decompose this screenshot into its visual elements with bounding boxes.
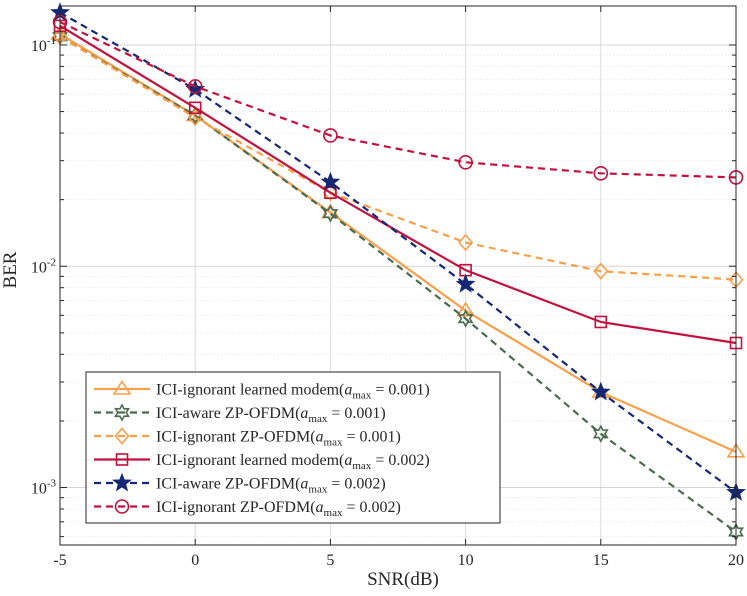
legend-label: ICI-ignorant ZP-OFDM(amax = 0.001): [156, 429, 401, 449]
marker-circle: [323, 128, 338, 143]
marker-square: [115, 453, 129, 466]
legend-entry-6: ICI-ignorant ZP-OFDM(amax = 0.002): [94, 499, 401, 519]
plot-frame: [59, 5, 737, 546]
x-tick-label: 15: [593, 552, 609, 569]
series-line: [59, 24, 737, 345]
legend-label: ICI-ignorant learned modem(amax = 0.002): [156, 452, 430, 472]
marker-triangle: [456, 301, 476, 317]
marker-star: [112, 472, 132, 492]
legend: ICI-ignorant learned modem(amax = 0.001)…: [85, 371, 501, 524]
marker-star: [320, 171, 341, 191]
legend-entry-2: ICI-aware ZP-OFDM(amax = 0.001): [94, 403, 386, 425]
x-tick-label: -5: [53, 552, 66, 569]
marker-diamond: [187, 108, 203, 127]
marker-diamond: [114, 427, 130, 445]
legend-label: ICI-aware ZP-OFDM(amax = 0.001): [156, 405, 386, 425]
marker-circle: [458, 154, 473, 170]
legend-label: ICI-ignorant ZP-OFDM(amax = 0.002): [156, 499, 401, 519]
marker-diamond: [593, 262, 609, 280]
x-tick-label: 20: [728, 552, 744, 569]
legend-entry-1: ICI-ignorant learned modem(amax = 0.001): [94, 380, 430, 402]
legend-label: ICI-aware ZP-OFDM(amax = 0.002): [156, 476, 386, 496]
legend-box: [85, 371, 501, 524]
legend-entry-4: ICI-ignorant learned modem(amax = 0.002): [94, 452, 430, 472]
y-tick-label: 10-3: [31, 478, 57, 498]
y-axis-label: BER: [0, 251, 21, 288]
marker-square: [324, 186, 337, 199]
marker-diamond: [458, 233, 474, 252]
axes: [59, 5, 737, 546]
series-line: [59, 11, 737, 494]
series-line: [59, 21, 737, 179]
marker-hexagram: [114, 403, 130, 422]
x-tick-label: 0: [191, 552, 199, 569]
y-tick-label: 10-1: [31, 35, 56, 55]
marker-hexagram: [592, 424, 609, 443]
x-tick-label: 5: [326, 552, 334, 569]
marker-square: [594, 315, 608, 329]
tick-labels: -5 0 5 10 15 20 10-1 10-2 10-3: [31, 35, 744, 569]
marker-circle: [114, 499, 130, 514]
x-tick-label: 10: [458, 552, 474, 569]
y-tick-label: 10-2: [31, 256, 56, 276]
marker-triangle: [112, 380, 132, 395]
marker-star: [455, 273, 476, 293]
series-6: [52, 14, 744, 185]
marker-hexagram: [322, 204, 339, 223]
legend-label: ICI-ignorant learned modem(amax = 0.001): [156, 382, 430, 402]
marker-hexagram: [457, 309, 474, 328]
series-layer: [50, 2, 746, 542]
marker-circle: [593, 166, 609, 181]
marker-star: [590, 381, 611, 401]
legend-entry-3: ICI-ignorant ZP-OFDM(amax = 0.001): [94, 427, 401, 449]
marker-square: [188, 101, 202, 115]
series-line: [59, 35, 737, 533]
series-line: [59, 35, 737, 281]
x-axis-label: SNR(dB): [367, 569, 439, 590]
marker-circle: [187, 79, 203, 94]
series-line: [59, 33, 737, 453]
legend-entry-5: ICI-aware ZP-OFDM(amax = 0.002): [94, 472, 386, 496]
